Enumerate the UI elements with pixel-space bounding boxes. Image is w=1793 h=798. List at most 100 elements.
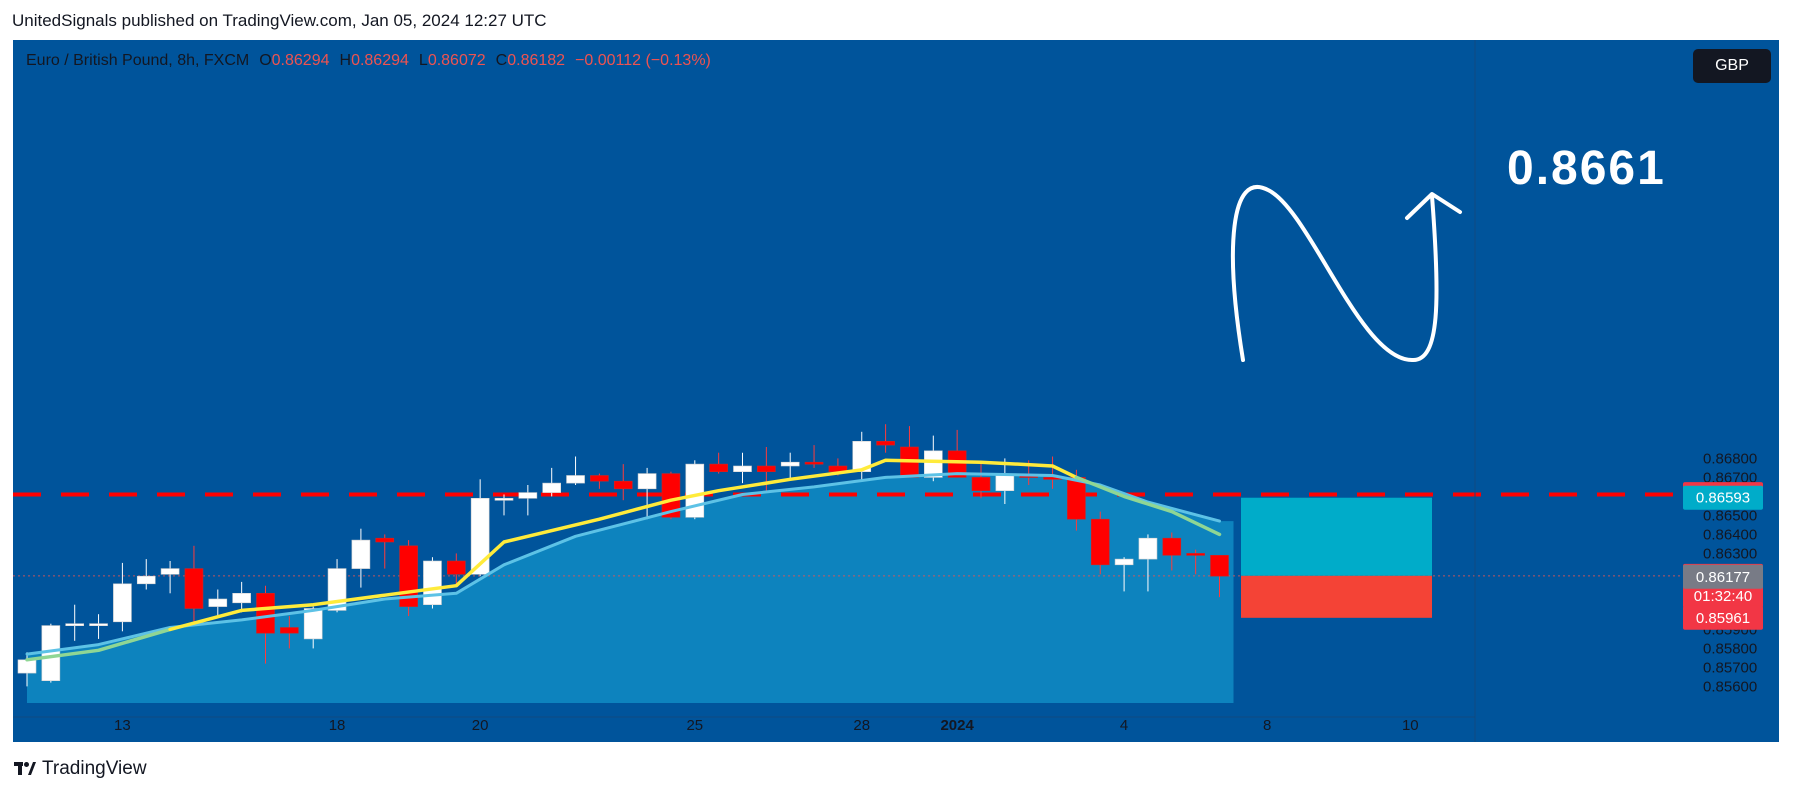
- candle: [876, 424, 895, 453]
- candle: [232, 581, 251, 613]
- x-tick-label: 8: [1263, 717, 1271, 734]
- ma-fast-green-end: [1074, 475, 1222, 537]
- candle-body: [303, 608, 323, 640]
- stop-zone: [1241, 575, 1432, 618]
- candle-body: [613, 480, 633, 490]
- x-tick-label: 28: [853, 717, 870, 734]
- x-tick-label: 2024: [940, 717, 974, 734]
- candle-body: [1114, 558, 1134, 566]
- candle: [542, 467, 562, 497]
- candle-body: [804, 461, 824, 465]
- candle-body: [995, 475, 1015, 491]
- x-tick-label: 18: [329, 717, 346, 734]
- price-tag: [1683, 485, 1763, 510]
- candle-body: [566, 475, 585, 484]
- candle-body: [947, 450, 967, 478]
- tradingview-logo-icon: [14, 762, 36, 775]
- candle-body: [780, 461, 800, 467]
- y-tick-label: 0.86800: [1703, 450, 1757, 467]
- price-tag-label: 0.86593: [1696, 490, 1750, 507]
- candle-body: [470, 497, 490, 575]
- ma-layer: [25, 458, 1222, 662]
- candle: [637, 467, 657, 520]
- candle: [184, 545, 204, 626]
- candle: [1186, 549, 1205, 575]
- candle: [947, 429, 967, 478]
- y-tick-label: 0.85600: [1703, 678, 1757, 695]
- footer-brand: TradingView: [42, 758, 147, 779]
- candle: [780, 452, 800, 480]
- candle: [41, 623, 61, 683]
- candle-body: [876, 440, 895, 446]
- ma-area-fill: [27, 473, 1234, 703]
- candle: [17, 652, 37, 687]
- candle: [733, 452, 752, 484]
- candle: [303, 606, 323, 649]
- candle-body: [280, 627, 299, 634]
- candle-body: [256, 592, 275, 634]
- candle: [136, 559, 156, 590]
- ma-fast-green-start: [25, 627, 172, 662]
- candle-body: [518, 492, 538, 499]
- candle-body: [1138, 537, 1158, 560]
- change-value: −0.00112 (−0.13%): [575, 52, 711, 69]
- resistance-layer: [13, 492, 1690, 577]
- candle-body: [136, 575, 156, 585]
- x-tick-label: 4: [1120, 717, 1128, 734]
- symbol-name: Euro / British Pound, 8h, FXCM: [26, 52, 250, 69]
- currency-button[interactable]: GBP: [1693, 49, 1771, 83]
- y-tick-label: 0.86300: [1703, 545, 1757, 562]
- candle-body: [423, 560, 442, 606]
- close-label: C: [495, 52, 508, 69]
- candle: [113, 562, 132, 632]
- candle: [65, 604, 84, 641]
- candle: [399, 540, 418, 617]
- target-zone: [1241, 497, 1432, 576]
- footer-logo[interactable]: TradingView: [14, 758, 147, 780]
- candle-body: [1162, 537, 1182, 556]
- candle-body: [757, 465, 776, 472]
- forecast-arrow-icon: [1405, 192, 1462, 220]
- candle-body: [590, 475, 609, 482]
- open-label: O: [259, 52, 272, 69]
- candle-body: [160, 568, 180, 575]
- candle-body: [1090, 518, 1110, 566]
- candle-body: [184, 568, 204, 609]
- candle: [709, 452, 728, 474]
- candle: [590, 473, 609, 489]
- candle: [613, 464, 633, 501]
- low-value: 0.86072: [427, 52, 486, 69]
- candle-body: [923, 450, 943, 478]
- candle-body: [852, 440, 872, 472]
- y-tick-label: 0.86500: [1703, 507, 1757, 524]
- candle-body: [733, 465, 752, 472]
- candle: [423, 557, 442, 609]
- candle: [280, 616, 299, 649]
- candle-body: [65, 623, 84, 627]
- candle: [1114, 557, 1134, 592]
- price-tag: [1683, 564, 1763, 589]
- candle: [446, 553, 466, 586]
- x-tick-label: 25: [686, 717, 703, 734]
- candle: [971, 462, 991, 499]
- price-tag-label: 0.85961: [1696, 610, 1750, 627]
- x-tick-label: 13: [114, 717, 131, 734]
- candle: [89, 614, 108, 639]
- candle-body: [494, 497, 514, 501]
- high-value: 0.86294: [351, 52, 409, 69]
- countdown-label: 01:32:40: [1694, 588, 1752, 605]
- candle-body: [113, 583, 132, 623]
- candle-body: [446, 560, 466, 575]
- candle: [852, 431, 872, 482]
- price-tag: [1683, 605, 1763, 630]
- y-tick-label: 0.85800: [1703, 640, 1757, 657]
- candle: [923, 435, 943, 482]
- candle: [1210, 554, 1229, 598]
- candle-body: [89, 623, 108, 627]
- candle: [160, 561, 180, 594]
- candle-body: [661, 473, 681, 518]
- area-layer: [27, 473, 1234, 703]
- candle: [375, 534, 395, 569]
- publisher-line: UnitedSignals published on TradingView.c…: [12, 11, 547, 30]
